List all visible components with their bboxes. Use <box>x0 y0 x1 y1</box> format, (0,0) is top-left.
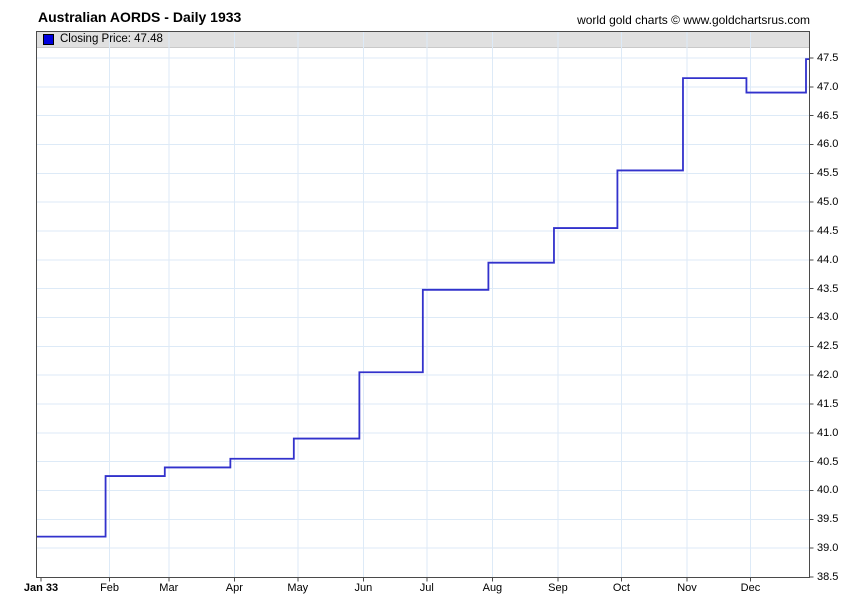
y-tick-label: 41.0 <box>817 426 839 439</box>
y-tick-label: 44.5 <box>817 224 839 237</box>
y-tick-label: 46.5 <box>817 109 839 122</box>
x-tick-label: Apr <box>225 582 243 594</box>
x-tick-label: Oct <box>612 582 630 594</box>
x-tick-label: Jul <box>419 582 434 594</box>
x-tick-label: May <box>287 582 309 594</box>
y-tick-label: 39.0 <box>817 542 839 555</box>
chart-title: Australian AORDS - Daily 1933 <box>38 9 242 25</box>
x-tick-label: Dec <box>740 582 761 594</box>
y-tick-label: 45.0 <box>817 196 839 209</box>
y-tick-label: 42.0 <box>817 369 839 382</box>
y-tick-label: 46.0 <box>817 138 839 151</box>
y-tick-label: 43.5 <box>817 282 839 295</box>
legend: Closing Price: 47.48 <box>43 32 163 47</box>
x-tick-label: Jan 33 <box>23 582 59 594</box>
y-tick-label: 47.5 <box>817 51 839 64</box>
y-tick-label: 40.5 <box>817 455 839 468</box>
x-tick-label: Nov <box>677 582 697 594</box>
plot-frame <box>36 31 810 578</box>
y-tick-label: 42.5 <box>817 340 839 353</box>
x-tick-label: Aug <box>482 582 503 594</box>
legend-swatch-icon <box>43 34 54 45</box>
y-tick-label: 44.0 <box>817 253 839 266</box>
y-tick-label: 38.5 <box>817 571 839 583</box>
x-tick-label: Jun <box>354 582 373 594</box>
y-axis-ticks <box>809 57 814 578</box>
y-tick-label: 43.0 <box>817 311 839 324</box>
legend-label: Closing Price: 47.48 <box>60 33 163 45</box>
vertical-gridlines <box>109 32 751 577</box>
closing-price-line <box>37 58 809 538</box>
x-tick-label: Sep <box>548 582 568 594</box>
y-tick-label: 47.0 <box>817 80 839 93</box>
y-tick-label: 40.0 <box>817 484 839 497</box>
legend-bar <box>37 32 809 47</box>
y-tick-label: 39.5 <box>817 513 839 526</box>
y-tick-label: 41.5 <box>817 397 839 410</box>
x-tick-label: Feb <box>100 582 120 594</box>
x-axis-ticks <box>40 577 751 582</box>
y-tick-label: 45.5 <box>817 167 839 180</box>
attribution-text: world gold charts © www.goldchartsrus.co… <box>577 13 810 27</box>
x-tick-label: Mar <box>159 582 179 594</box>
